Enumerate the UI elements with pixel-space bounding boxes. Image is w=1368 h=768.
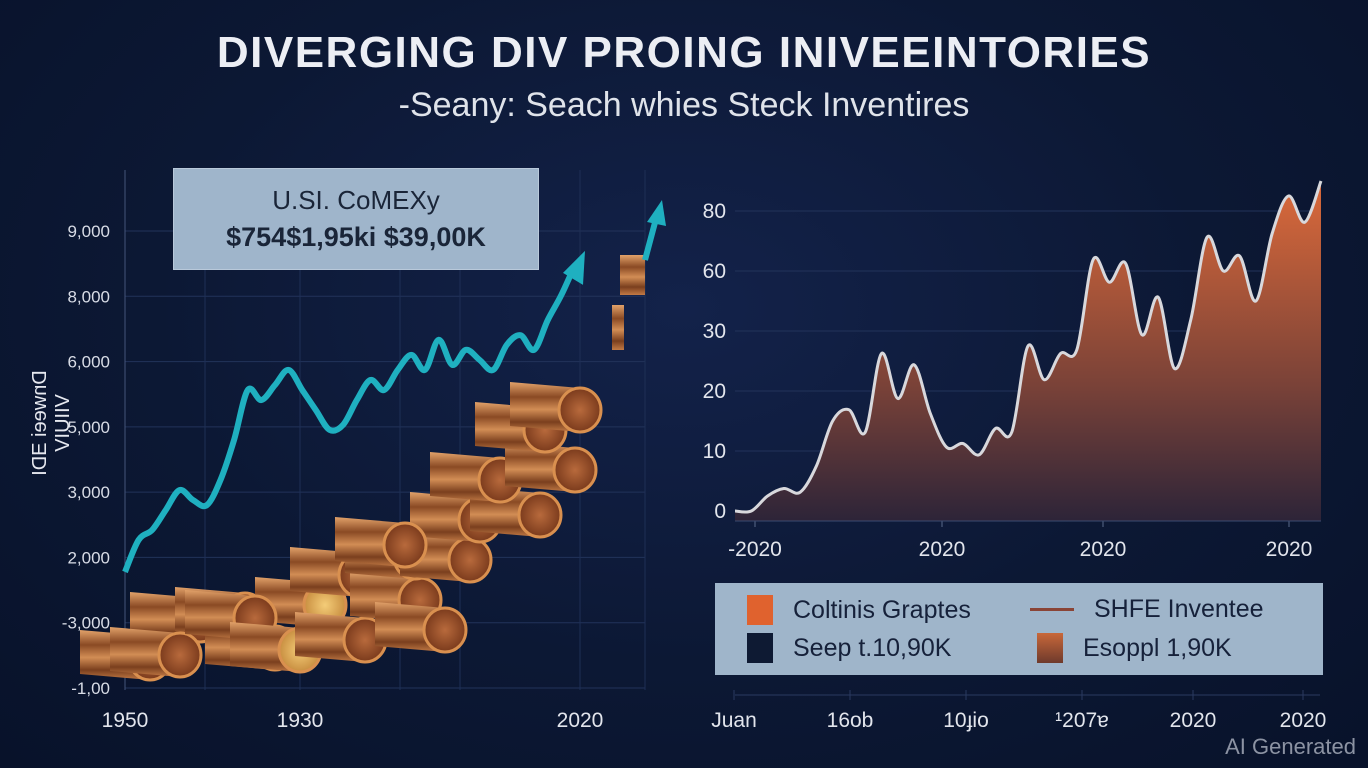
cylinder-face xyxy=(382,521,428,569)
cylinder-face xyxy=(557,386,603,434)
legend-item: Coltinis Graptes xyxy=(747,595,971,625)
right-chart-plot: 80 60 30 20 10 0-2020 2020 2020 2020 Juan 16ob 10ɟi… xyxy=(703,180,1327,732)
y-tick-label: 6,000 xyxy=(67,353,110,372)
legend-item: Esoppl 1,90K xyxy=(1037,633,1232,663)
series-line xyxy=(734,180,1323,514)
left-y-axis-label: Dnweei ƎDI VIIUIV xyxy=(29,370,74,476)
chart-title: DIVERGING DIV PROING INIVEEINTORIES xyxy=(216,28,1152,77)
ai-generated-watermark: AI Generated xyxy=(1225,734,1356,759)
y-tick-label: 60 xyxy=(703,260,726,283)
legend-label: Coltinis Graptes xyxy=(793,595,971,624)
arrow-head xyxy=(563,250,585,285)
legend-label: Esoppl 1,90K xyxy=(1083,633,1232,662)
left-chart-plot xyxy=(122,200,666,574)
x-tick-label: 2020 xyxy=(1266,538,1313,561)
legend: Coltinis Graptes SHFE Inventee Seep t.10… xyxy=(715,583,1323,675)
y-tick-label: 20 xyxy=(703,380,726,403)
legend-line-swatch xyxy=(1030,608,1074,611)
y-tick-label: -1,00 xyxy=(71,679,110,698)
y-tick-label: 10 xyxy=(703,440,726,463)
bottom-x-tick-label: ¹207ɐ xyxy=(1055,709,1109,732)
cylinder-face xyxy=(552,446,598,494)
chart-subtitle: -Seany: Seach whies Steck Inventires xyxy=(398,86,970,124)
copper-cylinder xyxy=(505,442,598,494)
annotation-value: $754$1,95ki $39,00K xyxy=(226,222,486,252)
copper-cylinder xyxy=(110,627,203,679)
x-tick-label: 2020 xyxy=(1080,538,1127,561)
legend-item: Seep t.10,90K xyxy=(747,633,951,663)
copper-cylinders-illustration xyxy=(80,255,645,682)
legend-swatch-gradient xyxy=(1037,633,1063,663)
y-tick-label: 3,000 xyxy=(67,483,110,502)
copper-cylinder xyxy=(295,612,388,664)
cylinder-face xyxy=(422,606,468,654)
x-tick-label: 1950 xyxy=(102,709,149,732)
series-line xyxy=(122,263,578,574)
bottom-x-tick-label: 2020 xyxy=(1170,709,1217,732)
copper-cylinder xyxy=(375,602,468,654)
series-area xyxy=(735,181,1321,521)
comex-annotation-box: U.SI. CoMEXy $754$1,95ki $39,00K xyxy=(173,168,539,270)
legend-swatch-navy xyxy=(747,633,773,663)
y-tick-label: 2,000 xyxy=(67,548,110,567)
x-tick-label: 2020 xyxy=(919,538,966,561)
y-tick-label: 30 xyxy=(703,320,726,343)
y-tick-label: 8,000 xyxy=(67,287,110,306)
y-tick-label: -3,000 xyxy=(62,614,110,633)
arrow-head-2 xyxy=(647,200,666,226)
cylinder-face xyxy=(517,491,563,539)
bottom-x-tick-label: 2020 xyxy=(1280,709,1327,732)
bottom-x-tick-label: 16ob xyxy=(827,709,874,732)
legend-swatch-orange xyxy=(747,595,773,625)
copper-cylinder xyxy=(510,382,603,434)
x-tick-label: -2020 xyxy=(728,538,782,561)
y-tick-label: 0 xyxy=(714,500,726,523)
legend-label: Seep t.10,90K xyxy=(793,633,952,662)
left-chart-grid: 9,000 8,000 6,000 5,000 3,000 2,000 -3,000 -1,0… xyxy=(62,170,646,732)
y-tick-label: 5,000 xyxy=(67,418,110,437)
y-tick-label: 9,000 xyxy=(67,222,110,241)
bottom-x-tick-label: Juan xyxy=(711,709,757,732)
cylinder-face xyxy=(157,631,203,679)
copper-cylinder xyxy=(620,255,645,295)
legend-label: SHFE Inventee xyxy=(1094,595,1264,623)
legend-item: SHFE Inventee xyxy=(1030,595,1264,624)
cylinder-face xyxy=(447,536,493,584)
x-tick-label: 1930 xyxy=(277,709,324,732)
x-tick-label: 2020 xyxy=(557,709,604,732)
copper-cylinder xyxy=(612,305,624,350)
annotation-title: U.SI. CoMEXy xyxy=(272,185,440,215)
y-tick-label: 80 xyxy=(703,200,726,223)
copper-cylinder xyxy=(335,517,428,569)
bottom-x-tick-label: 10ɟio xyxy=(943,709,989,732)
